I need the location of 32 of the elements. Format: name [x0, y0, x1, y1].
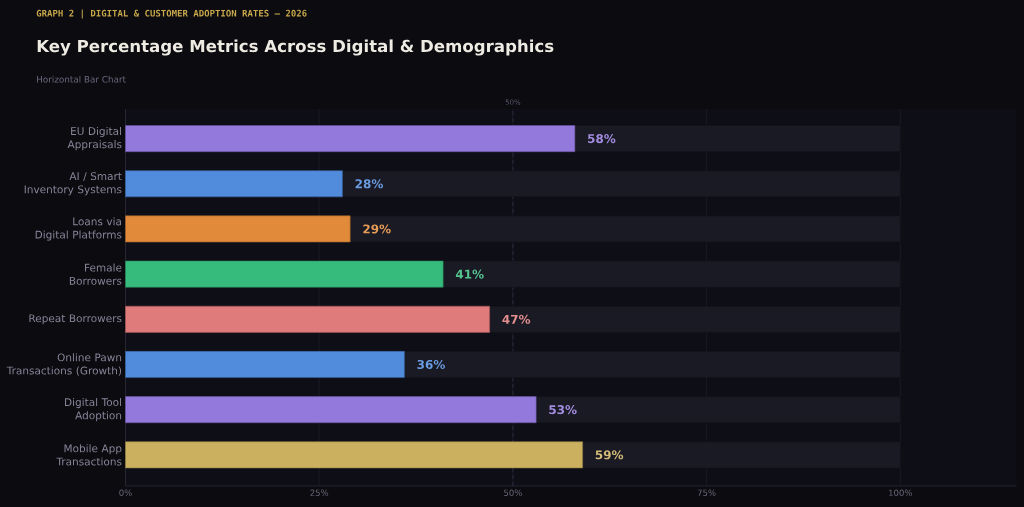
- data-label: 36%: [417, 359, 445, 370]
- bar: [125, 396, 537, 424]
- y-tick-label: Repeat Borrowers: [29, 314, 122, 325]
- x-tick-label: 25%: [310, 489, 329, 496]
- text: Horizontal Bar Chart: [37, 75, 126, 83]
- bar: [125, 125, 576, 152]
- y-tick-label: Digital Tool Adoption: [65, 397, 122, 422]
- data-label: 53%: [549, 405, 577, 415]
- y-tick-label: Online Pawn Transactions (Growth): [6, 353, 122, 376]
- bar: [125, 215, 351, 243]
- bar: [125, 441, 583, 469]
- data-label: 41%: [455, 269, 484, 279]
- y-tick-label: EU Digital Appraisals: [67, 126, 122, 151]
- x-tick-label: 50%: [504, 489, 522, 496]
- chart-title: Key Percentage Metrics Across Digital & Demographics: [37, 39, 554, 56]
- data-label: 59%: [595, 450, 624, 460]
- bar: [125, 260, 444, 288]
- y-tick-label: Mobile App Transactions: [56, 444, 122, 466]
- x-tick-label: 75%: [697, 489, 716, 496]
- data-label: 29%: [363, 224, 391, 234]
- y-tick-label: Loans via Digital Platforms: [35, 217, 122, 241]
- bar: [125, 305, 490, 333]
- bar: [125, 351, 405, 378]
- chart-subtitle: GRAPH 2 | DIGITAL & CUSTOMER ADOPTION RATES — 2026: [36, 9, 307, 19]
- x-tick-label: 0%: [119, 489, 132, 496]
- bar: [125, 170, 343, 198]
- y-tick-label: Female Borrowers: [69, 263, 122, 285]
- data-label: 47%: [502, 314, 531, 324]
- data-label: 58%: [588, 134, 616, 144]
- y-tick-label: AI / Smart Inventory Systems: [24, 172, 122, 196]
- x-tick-label: 100%: [889, 489, 912, 496]
- data-label: 28%: [355, 179, 383, 189]
